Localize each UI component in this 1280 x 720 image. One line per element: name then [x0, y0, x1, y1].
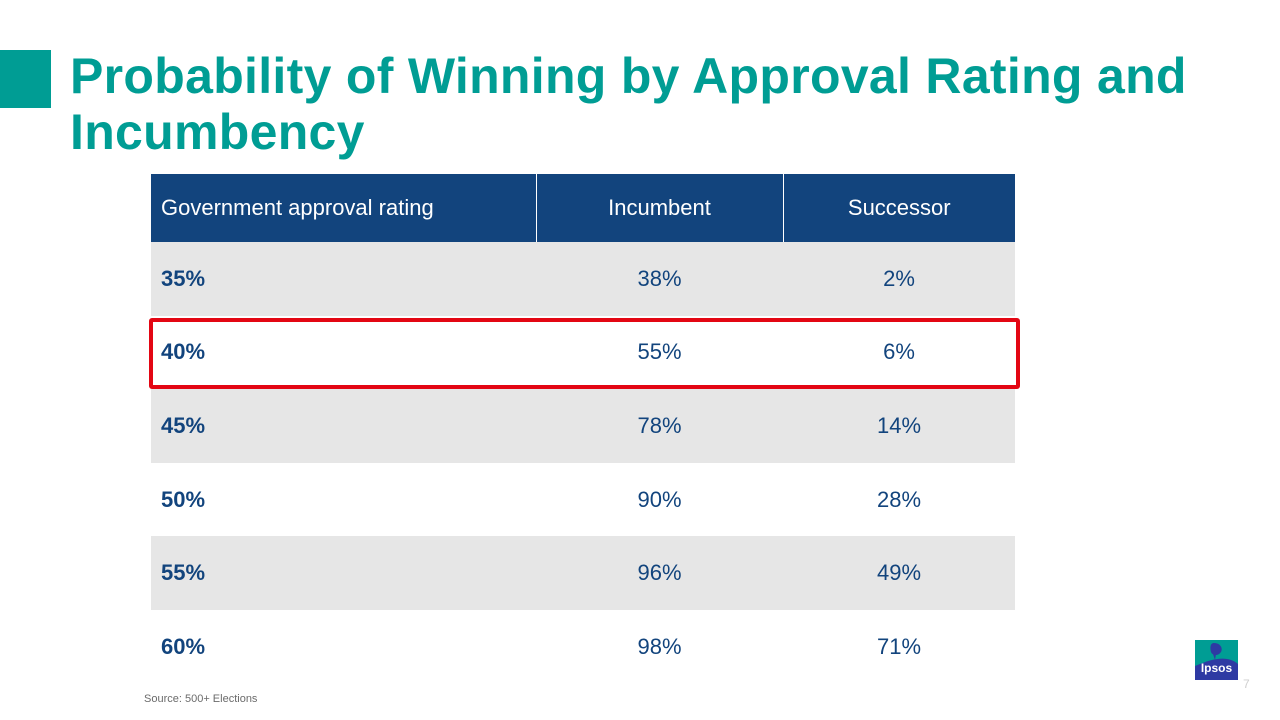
successor-cell: 6% — [783, 315, 1015, 390]
slide-title: Probability of Winning by Approval Ratin… — [70, 48, 1187, 160]
rating-cell: 50% — [151, 462, 536, 537]
table-row: 55% 96% 49% — [151, 536, 1015, 610]
successor-cell: 14% — [783, 389, 1015, 463]
successor-cell: 28% — [783, 462, 1015, 537]
rating-cell: 60% — [151, 609, 536, 684]
header-successor: Successor — [783, 174, 1015, 242]
incumbent-cell: 96% — [536, 536, 783, 610]
incumbent-cell: 98% — [536, 609, 783, 684]
source-note: Source: 500+ Elections — [144, 693, 258, 705]
header-incumbent: Incumbent — [536, 174, 784, 242]
successor-cell: 71% — [783, 609, 1015, 684]
rating-cell: 35% — [151, 242, 536, 316]
table-header-row: Government approval rating Incumbent Suc… — [151, 174, 1015, 242]
rating-cell: 40% — [151, 315, 536, 390]
page-number: 7 — [1243, 677, 1250, 691]
incumbent-cell: 90% — [536, 462, 783, 537]
title-accent-bar — [0, 50, 51, 108]
incumbent-cell: 38% — [536, 242, 783, 316]
table-row-highlighted: 40% 55% 6% — [151, 315, 1015, 390]
approval-table: Government approval rating Incumbent Suc… — [151, 174, 1015, 684]
table-row: 45% 78% 14% — [151, 389, 1015, 463]
incumbent-cell: 78% — [536, 389, 783, 463]
incumbent-cell: 55% — [536, 315, 783, 390]
rating-cell: 55% — [151, 536, 536, 610]
successor-cell: 2% — [783, 242, 1015, 316]
table-row: 50% 90% 28% — [151, 462, 1015, 537]
rating-cell: 45% — [151, 389, 536, 463]
logo-icon — [1195, 640, 1238, 680]
header-approval-rating: Government approval rating — [151, 174, 537, 242]
table-row: 35% 38% 2% — [151, 242, 1015, 316]
ipsos-logo: Ipsos — [1195, 640, 1238, 680]
successor-cell: 49% — [783, 536, 1015, 610]
logo-text: Ipsos — [1200, 661, 1233, 675]
table-row: 60% 98% 71% — [151, 609, 1015, 684]
